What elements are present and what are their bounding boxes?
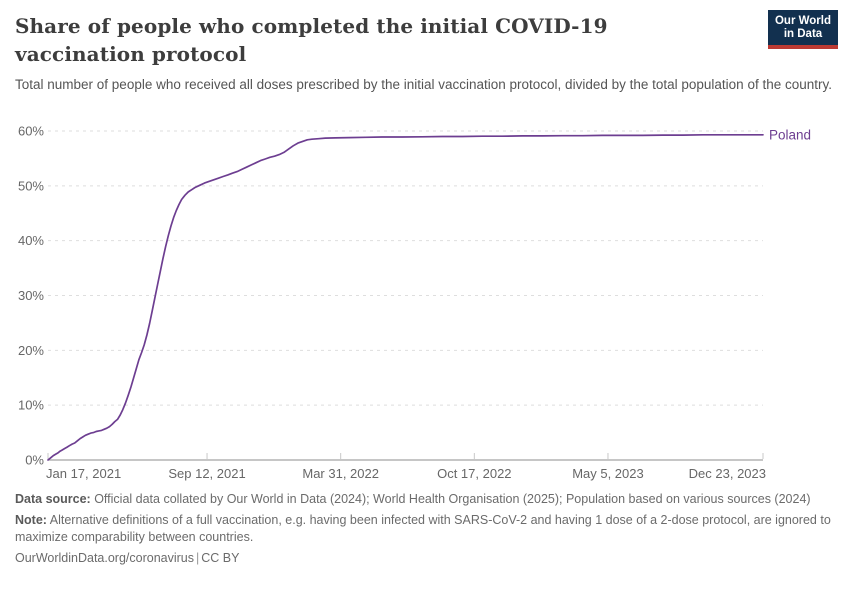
x-tick-label-5: Dec 23, 2023 bbox=[689, 466, 766, 481]
y-tick-label-0: 0% bbox=[25, 453, 44, 468]
chart-title: Share of people who completed the initia… bbox=[15, 14, 608, 66]
chart-footer: Data source: Official data collated by O… bbox=[15, 491, 839, 571]
x-tick-label-0: Jan 17, 2021 bbox=[46, 466, 121, 481]
chart-subtitle: Total number of people who received all … bbox=[15, 77, 832, 92]
y-tick-label-30: 30% bbox=[18, 288, 44, 303]
note-text: Alternative definitions of a full vaccin… bbox=[15, 513, 831, 544]
footer-citation: OurWorldinData.org/coronavirus | CC BY bbox=[15, 550, 839, 567]
note-label: Note: bbox=[15, 513, 47, 527]
series-line-poland bbox=[47, 133, 764, 461]
owid-coronavirus-link[interactable]: OurWorldinData.org/coronavirus bbox=[15, 551, 195, 565]
x-tick-label-1: Sep 12, 2021 bbox=[168, 466, 245, 481]
y-tick-label-10: 10% bbox=[18, 398, 44, 413]
y-tick-label-20: 20% bbox=[18, 343, 44, 358]
citation-separator: | bbox=[196, 551, 200, 565]
footer-data-source: Data source: Official data collated by O… bbox=[15, 491, 839, 508]
x-tick-label-2: Mar 31, 2022 bbox=[302, 466, 379, 481]
data-source-label: Data source: bbox=[15, 492, 91, 506]
footer-note: Note: Alternative definitions of a full … bbox=[15, 512, 839, 546]
owid-logo-line1: Our World bbox=[774, 15, 831, 27]
license-label: CC BY bbox=[201, 551, 240, 565]
owid-logo-line2: in Data bbox=[783, 28, 823, 40]
y-tick-label-50: 50% bbox=[18, 178, 44, 193]
x-tick-label-4: May 5, 2023 bbox=[572, 466, 644, 481]
data-source-text: Official data collated by Our World in D… bbox=[90, 492, 811, 506]
y-tick-label-40: 40% bbox=[18, 233, 44, 248]
owid-logo: Our World in Data bbox=[768, 10, 838, 49]
entity-label-poland: Poland bbox=[769, 127, 811, 142]
x-tick-label-3: Oct 17, 2022 bbox=[437, 466, 511, 481]
y-tick-label-60: 60% bbox=[18, 124, 44, 139]
